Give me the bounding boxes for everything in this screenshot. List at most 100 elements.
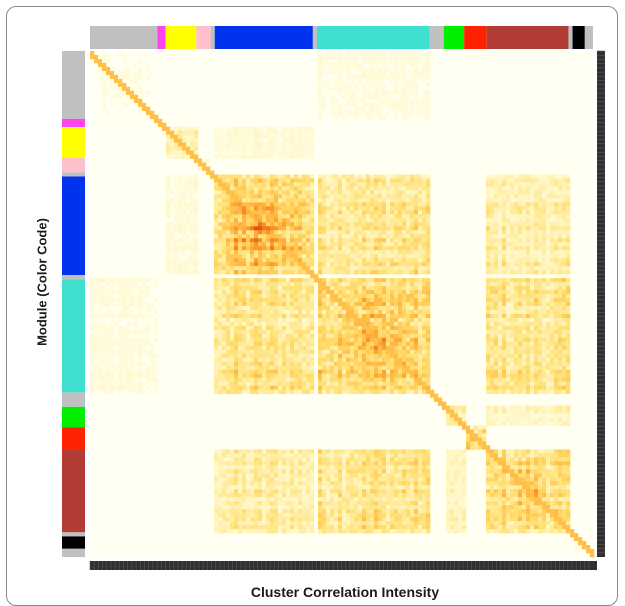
heatmap-cell: [374, 302, 379, 307]
heatmap-cell: [386, 186, 391, 191]
heatmap-cell: [266, 210, 271, 215]
heatmap-cell: [346, 174, 351, 179]
heatmap-cell: [390, 341, 395, 347]
heatmap-cell: [282, 377, 287, 382]
heatmap-cell: [266, 206, 271, 211]
heatmap-cell: [342, 210, 347, 215]
heatmap-cell: [98, 369, 103, 375]
heatmap-cell: [118, 302, 123, 307]
heatmap-cell: [370, 114, 375, 120]
heatmap-cell: [362, 102, 367, 108]
heatmap-cell: [182, 190, 187, 195]
heatmap-cell: [542, 317, 547, 323]
heatmap-cell: [518, 214, 523, 219]
heatmap-cell: [234, 373, 239, 379]
heatmap-cell: [302, 325, 307, 331]
heatmap-cell: [534, 302, 539, 307]
heatmap-cell: [374, 286, 379, 291]
heatmap-cell: [378, 190, 383, 195]
heatmap-cell: [542, 194, 547, 199]
heatmap-cell: [406, 54, 411, 60]
heatmap-cell: [266, 313, 271, 319]
heatmap-cell: [338, 337, 343, 343]
heatmap-cell: [278, 234, 283, 239]
heatmap-cell: [386, 262, 391, 267]
heatmap-cell: [318, 70, 323, 76]
heatmap-cell: [142, 102, 147, 108]
heatmap-cell: [526, 250, 531, 255]
heatmap-cell: [222, 369, 227, 375]
heatmap-cell: [346, 182, 351, 187]
heatmap-cell: [130, 353, 135, 359]
heatmap-cell: [266, 282, 271, 287]
heatmap-cell: [306, 286, 311, 291]
heatmap-cell: [258, 202, 263, 207]
heatmap-cell: [306, 321, 311, 327]
heatmap-cell: [262, 174, 267, 179]
heatmap-cell: [354, 341, 359, 347]
heatmap-cell: [94, 286, 99, 291]
heatmap-cell: [542, 234, 547, 239]
heatmap-cell: [418, 74, 423, 80]
heatmap-cell: [498, 313, 503, 319]
heatmap-cell: [278, 377, 283, 382]
heatmap-cell: [426, 333, 431, 339]
heatmap-cell: [182, 198, 187, 203]
heatmap-cell: [254, 246, 259, 251]
heatmap-cell: [550, 282, 555, 287]
heatmap-cell: [262, 325, 267, 331]
heatmap-cell: [426, 206, 431, 211]
heatmap-cell: [278, 286, 283, 291]
heatmap-cell: [398, 262, 403, 267]
heatmap-cell: [506, 174, 511, 179]
heatmap-cell: [398, 345, 403, 351]
heatmap-cell: [494, 222, 499, 227]
heatmap-cell: [222, 174, 227, 179]
heatmap-cell: [510, 302, 515, 307]
heatmap-cell: [90, 298, 95, 303]
heatmap-cell: [282, 202, 287, 207]
heatmap-cell: [386, 226, 391, 231]
heatmap-cell: [330, 270, 335, 275]
heatmap-cell: [502, 178, 507, 183]
heatmap-cell: [550, 309, 555, 315]
heatmap-cell: [378, 70, 383, 76]
heatmap-cell: [414, 298, 419, 303]
heatmap-cell: [310, 309, 315, 315]
heatmap-cell: [242, 377, 247, 382]
heatmap-cell: [562, 186, 567, 191]
heatmap-cell: [254, 317, 259, 323]
heatmap-cell: [498, 321, 503, 327]
heatmap-cell: [238, 242, 243, 247]
heatmap-cell: [218, 210, 223, 215]
heatmap-cell: [350, 222, 355, 227]
heatmap-cell: [142, 361, 147, 367]
heatmap-cell: [270, 317, 275, 323]
heatmap-cell: [174, 182, 179, 187]
heatmap-cell: [286, 206, 291, 211]
heatmap-cell: [498, 262, 503, 267]
heatmap-cell: [286, 174, 291, 179]
heatmap-cell: [418, 210, 423, 215]
heatmap-cell: [294, 210, 299, 215]
heatmap-cell: [250, 321, 255, 327]
heatmap-cell: [138, 98, 143, 104]
heatmap-cell: [266, 150, 271, 155]
heatmap-cell: [258, 234, 263, 239]
heatmap-cell: [186, 258, 191, 263]
heatmap-cell: [270, 357, 275, 363]
heatmap-cell: [406, 329, 411, 335]
heatmap-cell: [366, 341, 371, 347]
heatmap-cell: [214, 214, 219, 219]
heatmap-cell: [410, 230, 415, 235]
heatmap-cell: [114, 365, 119, 371]
heatmap-cell: [382, 373, 387, 379]
heatmap-cell: [214, 309, 219, 315]
heatmap-cell: [554, 298, 559, 303]
heatmap-cell: [342, 230, 347, 235]
heatmap-cell: [102, 345, 107, 351]
heatmap-cell: [250, 218, 255, 223]
heatmap-cell: [346, 206, 351, 211]
heatmap-cell: [138, 82, 143, 88]
heatmap-cell: [342, 258, 347, 263]
